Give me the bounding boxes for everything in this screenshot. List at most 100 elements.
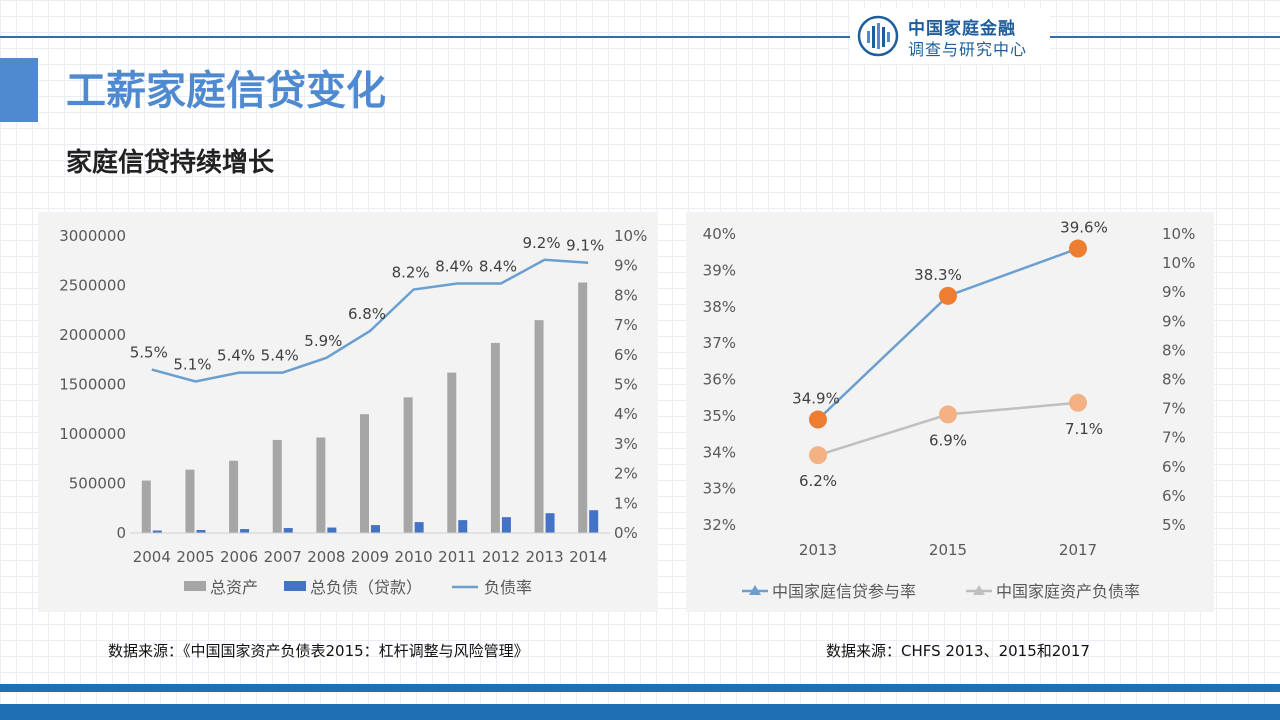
y-tick-label: 32% [703,516,736,534]
data-label: 6.2% [799,472,837,490]
y-tick-label: 1000000 [59,425,126,443]
y2-tick-label: 1% [614,494,638,512]
y-tick-label: 2000000 [59,326,126,344]
x-tick-label: 2015 [929,541,967,559]
x-tick-label: 2011 [438,548,476,566]
bar-total-debt [545,513,555,533]
y2-tick-label: 9% [1162,283,1186,301]
logo-subtitle: 调查与研究中心 [908,40,1028,59]
logo: 中国家庭金融 调查与研究中心 [850,8,1050,64]
bar-total-debt [501,517,511,533]
bar-total-debt [327,527,337,533]
y2-tick-label: 8% [614,286,638,304]
data-label: 6.8% [348,305,386,323]
bar-total-assets [272,439,282,533]
y2-tick-label: 9% [614,257,638,275]
bar-total-debt [196,530,206,533]
y-tick-label: 37% [703,334,736,352]
x-tick-label: 2010 [395,548,433,566]
footer-bar [0,684,1280,692]
y2-tick-label: 8% [1162,341,1186,359]
y2-tick-label: 10% [614,227,647,245]
data-label: 39.6% [1060,219,1108,237]
right-chart-panel: 32% 33% 34% 35% 36% 37% 38% 39% 40% 5% 6% 6% 7% 7% 8% 8… [686,212,1214,612]
bar-total-assets [185,469,195,533]
point-debt-ratio [809,446,827,465]
y-tick-label: 35% [703,407,736,425]
bar-total-assets [403,397,413,533]
legend-marker-triangle [973,585,985,595]
bar-total-assets [229,460,239,533]
y2-tick-label: 10% [1162,254,1195,272]
x-tick-label: 2006 [220,548,258,566]
legend-label: 中国家庭信贷参与率 [772,582,916,601]
y-tick-label: 33% [703,480,736,498]
legend-label: 总资产 [210,578,258,597]
right-source-note: 数据来源：CHFS 2013、2015和2017 [826,642,1090,660]
y-tick-label: 1500000 [59,376,126,394]
point-participation [809,410,827,429]
page-subtitle: 家庭信贷持续增长 [66,148,275,178]
page-title: 工薪家庭信贷变化 [66,68,386,114]
y-tick-label: 3000000 [59,227,126,245]
y-tick-label: 34% [703,443,736,461]
y-tick-label: 0 [116,524,126,542]
x-tick-label: 2005 [176,548,214,566]
footer-bar-bottom [0,704,1280,720]
left-chart-panel: 0 500000 1000000 1500000 2000000 2500000 30000… [38,212,658,612]
data-label: 7.1% [1065,420,1103,438]
y2-tick-label: 8% [1162,371,1186,389]
y2-tick-label: 10% [1162,225,1195,243]
y2-tick-label: 2% [614,465,638,483]
y2-tick-label: 7% [1162,400,1186,418]
y-tick-label: 36% [703,371,736,389]
logo-mark-icon [857,15,899,57]
bar-total-debt [458,520,468,533]
data-label: 8.4% [435,258,473,276]
x-tick-label: 2008 [307,548,345,566]
data-label: 5.5% [130,344,168,362]
point-debt-ratio [1069,393,1087,412]
x-tick-label: 2004 [133,548,171,566]
legend-swatch [184,581,206,591]
point-participation [939,286,957,305]
series-line-debt-ratio [151,258,589,383]
legend-marker-triangle [749,585,761,595]
bar-total-debt [371,525,380,533]
point-participation [1069,239,1087,258]
y-tick-label: 39% [703,261,736,279]
y-tick-label: 500000 [69,475,126,493]
y2-tick-label: 6% [1162,487,1186,505]
data-label: 9.2% [522,234,560,252]
data-label: 9.1% [566,237,604,255]
x-tick-label: 2007 [264,548,302,566]
y2-tick-label: 5% [1162,516,1186,534]
title-accent-bar [0,58,38,122]
data-label: 34.9% [792,390,840,408]
y2-tick-label: 3% [614,435,638,453]
y-tick-label: 40% [703,225,736,243]
data-label: 38.3% [914,266,962,284]
bar-total-assets [141,480,151,533]
x-tick-label: 2017 [1059,541,1097,559]
left-chart: 0 500000 1000000 1500000 2000000 2500000 30000… [59,227,647,597]
bar-total-assets [360,414,369,533]
bar-total-debt [283,528,293,533]
bar-total-assets [578,282,588,533]
y2-tick-label: 7% [1162,429,1186,447]
x-tick-label: 2012 [482,548,520,566]
y2-tick-label: 7% [614,316,638,334]
x-tick-label: 2013 [525,548,563,566]
data-label: 8.2% [392,263,430,281]
bar-total-assets [316,437,326,533]
data-label: 6.9% [929,431,967,449]
x-tick-label: 2009 [351,548,389,566]
y-tick-label: 2500000 [59,277,126,295]
data-label: 5.9% [304,332,342,350]
y2-tick-label: 6% [1162,458,1186,476]
bar-total-assets [534,320,544,533]
x-tick-label: 2014 [569,548,607,566]
y2-tick-label: 9% [1162,312,1186,330]
y-tick-label: 38% [703,298,736,316]
legend-label: 负债率 [484,578,532,597]
